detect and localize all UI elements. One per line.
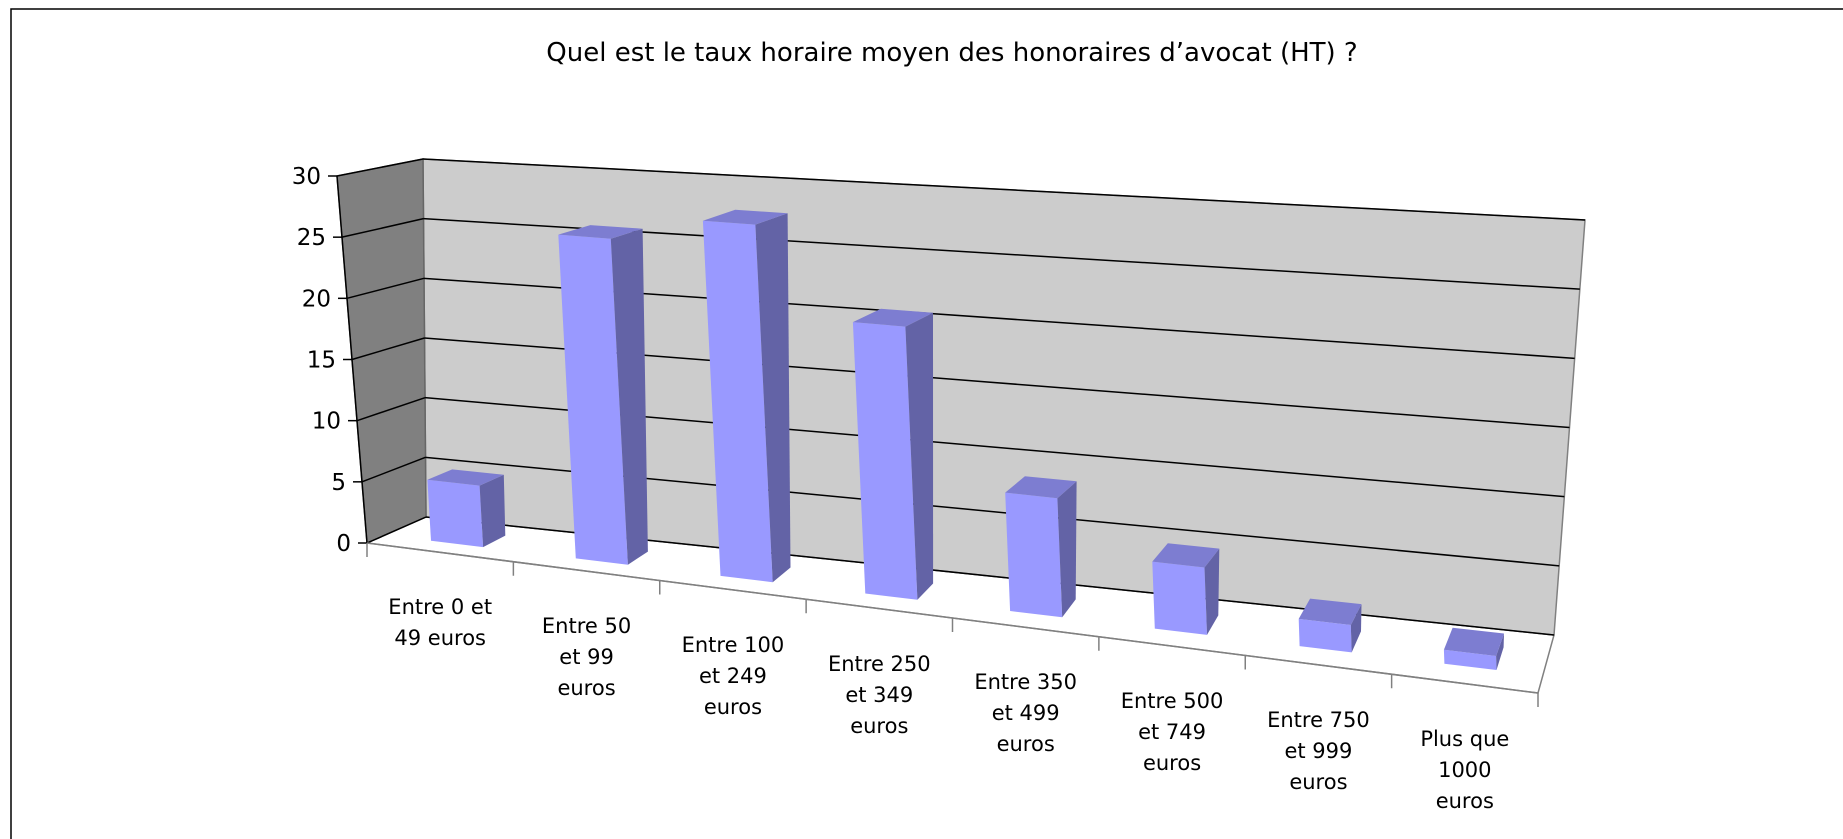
bar: [1005, 476, 1077, 618]
x-tick-label: Entre 50 et 99 euros: [541, 614, 632, 701]
bar-front: [702, 220, 773, 583]
x-tick-label: Plus que 1000 euros: [1420, 726, 1510, 813]
grid-line: [422, 158, 1586, 221]
bar-top: [1443, 627, 1504, 656]
bar-top: [1152, 543, 1220, 568]
x-tick-label: Entre 350 et 499 euros: [974, 670, 1078, 757]
grid-line: [346, 277, 425, 300]
bar-top: [702, 209, 788, 225]
y-tick-label: 15: [307, 348, 336, 374]
bar-side: [1057, 481, 1077, 618]
bar-side: [479, 474, 506, 548]
bar-front: [852, 322, 918, 600]
bar-side: [755, 213, 791, 583]
bar: [427, 469, 506, 548]
bar-top: [427, 469, 504, 486]
y-tick-label: 5: [331, 470, 346, 496]
bar-front: [1005, 492, 1063, 618]
x-tick-label: Entre 500 et 749 euros: [1120, 689, 1224, 776]
bar-front: [1298, 618, 1352, 653]
grid-line: [336, 158, 424, 177]
bar-side: [610, 228, 648, 565]
bar: [852, 308, 934, 600]
bar-front: [427, 479, 484, 548]
y-tick-label: 30: [292, 164, 321, 190]
x-tick-label: Entre 250 et 349 euros: [827, 651, 931, 738]
bar: [702, 209, 791, 583]
bar: [558, 225, 648, 565]
grid-line: [361, 456, 426, 483]
bar-front: [1443, 649, 1497, 670]
bar-side: [1496, 633, 1504, 670]
grid-line: [356, 396, 426, 422]
x-tick-label: Entre 0 et 49 euros: [388, 595, 493, 651]
bar: [1152, 543, 1220, 635]
bar-side: [1204, 548, 1220, 635]
grid-line: [341, 217, 424, 238]
chart-title: Quel est le taux horaire moyen des honor…: [546, 38, 1357, 68]
bar-front: [558, 234, 628, 565]
grid-line: [351, 337, 425, 361]
y-tick-label: 0: [336, 531, 351, 557]
bar-side: [905, 312, 934, 600]
bar: [1443, 627, 1504, 670]
y-tick-label: 25: [297, 225, 326, 251]
y-tick-label: 20: [302, 286, 331, 312]
bar-top: [1298, 598, 1362, 625]
bar-side: [1350, 604, 1362, 653]
y-axis: [336, 175, 368, 544]
bar-front: [1152, 561, 1207, 635]
y-tick-label: 10: [312, 409, 341, 435]
bar-top: [558, 225, 643, 239]
bar-top: [852, 308, 933, 327]
x-tick-label: Entre 750 et 999 euros: [1267, 707, 1370, 794]
grid-line: [366, 516, 427, 544]
bar-top: [1005, 476, 1077, 499]
x-tick-label: Entre 100 et 249 euros: [681, 632, 785, 719]
bar: [1298, 598, 1362, 653]
